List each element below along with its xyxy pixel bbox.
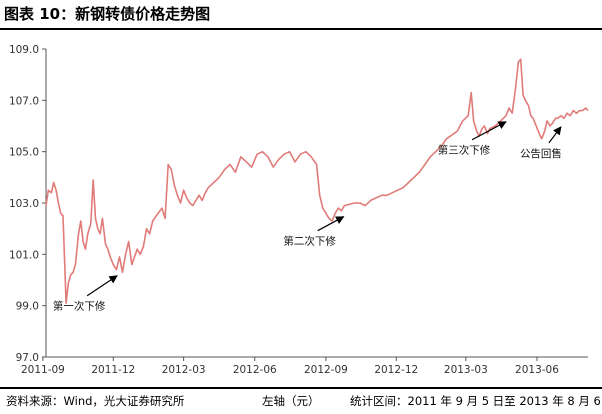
annotations: 第一次下修 第二次下修 第三次下修 公告回售 [53,121,562,313]
price-series-line [45,58,589,304]
x-tick-label: 2012-03 [162,364,206,376]
annotation-label: 第二次下修 [283,235,336,248]
annotation-arrow [471,121,507,141]
y-tick-label: 97.0 [16,352,39,364]
series [45,58,589,304]
x-tick-label: 2013-06 [515,364,559,376]
price-line-chart: 97.0 99.0 101.0 103.0 105.0 107.0 109.0 2011-0… [9,44,589,376]
x-tick-label: 2011-09 [21,364,65,376]
annotation-arrow [548,126,562,144]
x-axis-ticks: 2011-09 2011-12 2012-03 2012-06 2012-09 2012-… [21,357,559,376]
annotation-label: 公告回售 [520,147,562,160]
chart-title: 图表 10：新钢转债价格走势图 [4,5,211,23]
period-note: 统计区间：2011 年 9 月 5 日至 2013 年 8 月 6 日 [350,394,602,408]
x-tick-label: 2012-06 [233,364,277,376]
x-tick-label: 2012-09 [304,364,348,376]
top-rule [0,28,602,30]
x-tick-label: 2011-12 [91,364,135,376]
y-axis-ticks: 97.0 99.0 101.0 103.0 105.0 107.0 109.0 [9,44,46,364]
bottom-rule [0,387,602,389]
x-tick-label: 2012-12 [374,364,418,376]
y-tick-label: 99.0 [16,301,39,313]
y-tick-label: 109.0 [9,44,39,56]
y-tick-label: 105.0 [9,147,39,159]
y-tick-label: 107.0 [9,95,39,107]
axis-note: 左轴（元） [262,394,320,408]
x-tick-label: 2013-03 [444,364,488,376]
y-tick-label: 101.0 [9,249,39,261]
annotation-arrow [317,216,345,232]
annotation-label: 第三次下修 [438,144,491,157]
annotation-label: 第一次下修 [53,300,106,313]
y-tick-label: 103.0 [9,198,39,210]
axes [45,49,588,358]
annotation-arrow [86,275,118,297]
source-note: 资料来源：Wind，光大证券研究所 [6,394,185,408]
